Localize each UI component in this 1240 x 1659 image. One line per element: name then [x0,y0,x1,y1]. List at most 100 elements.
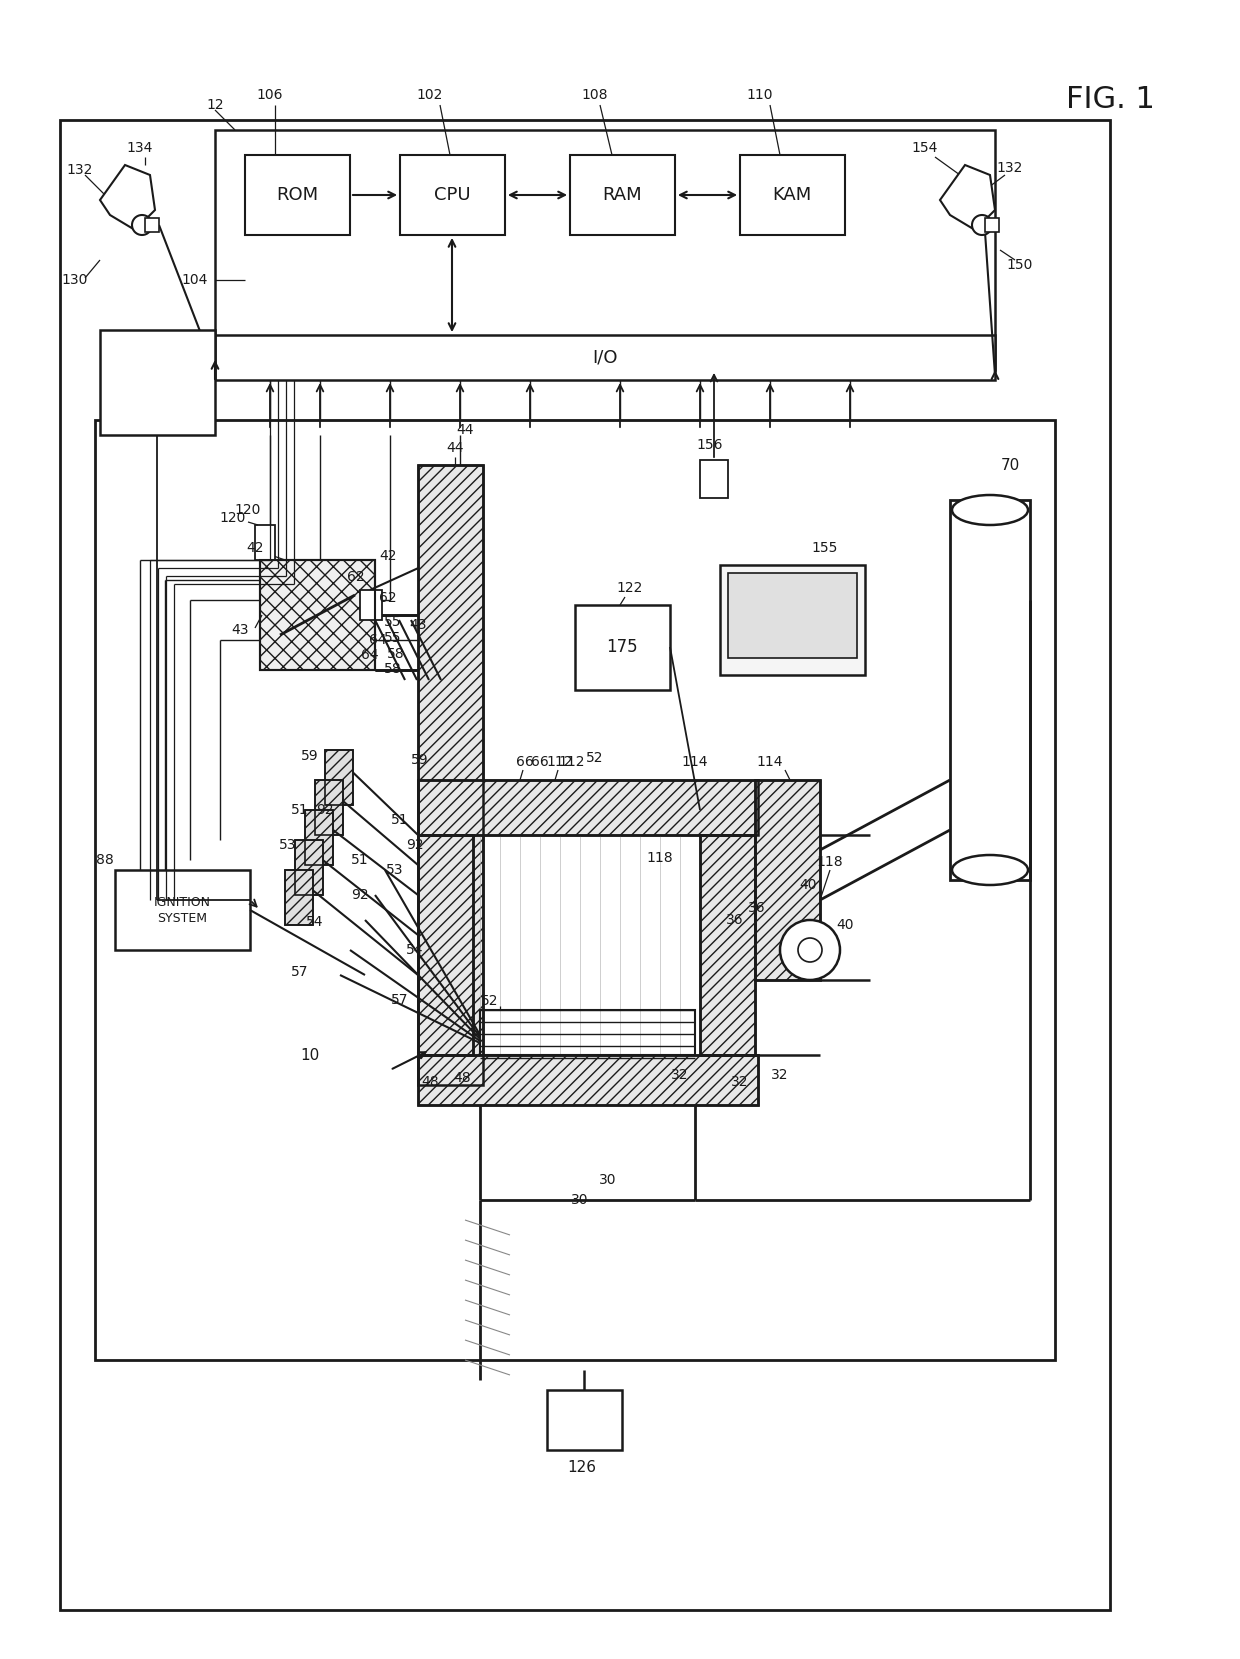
Text: 62: 62 [379,591,397,606]
Bar [985,217,999,232]
Text: 126: 126 [568,1460,596,1475]
Bar [260,561,374,670]
Circle shape [780,921,839,980]
Text: 51: 51 [391,813,409,826]
Bar [418,780,758,834]
Text: 52: 52 [481,994,498,1009]
Text: 36: 36 [748,901,766,916]
Bar [255,524,275,561]
Text: 42: 42 [247,541,264,556]
Text: 32: 32 [732,1075,749,1088]
Text: 42: 42 [379,549,397,562]
Bar [418,465,484,1085]
Text: 134: 134 [126,141,154,154]
Text: 112: 112 [559,755,585,770]
Text: 32: 32 [771,1068,789,1082]
Text: 59: 59 [412,753,429,766]
Text: 114: 114 [756,755,784,770]
Text: 30: 30 [572,1193,589,1208]
Text: 106: 106 [257,88,283,101]
Text: 53: 53 [386,863,404,878]
Polygon shape [940,164,994,231]
Bar [325,750,353,805]
Text: 58: 58 [384,662,402,675]
Bar [295,839,322,894]
Text: 114: 114 [682,755,708,770]
Text: 51: 51 [291,803,309,816]
Text: 44: 44 [446,441,464,455]
Text: 54: 54 [407,942,424,957]
Text: 92: 92 [316,803,334,816]
Bar [740,154,844,236]
Bar [215,335,994,380]
Ellipse shape [952,854,1028,884]
Text: 66: 66 [516,755,534,770]
Text: FIG. 1: FIG. 1 [1065,86,1154,114]
Text: 52: 52 [587,752,604,765]
Text: 102: 102 [417,88,443,101]
Text: 132: 132 [67,163,93,178]
Bar [215,129,994,370]
Text: KAM: KAM [773,186,812,204]
Bar [701,834,755,1055]
Text: 88: 88 [97,853,114,868]
Bar [315,780,343,834]
Text: IGNITION: IGNITION [154,896,211,909]
Polygon shape [100,164,155,231]
Bar [305,810,334,864]
Text: 122: 122 [616,581,644,596]
Text: 43: 43 [409,619,427,632]
Bar [325,750,353,805]
Text: 30: 30 [599,1173,616,1186]
Bar [701,460,728,498]
Bar [246,154,350,236]
Text: 12: 12 [206,98,223,113]
Text: 43: 43 [231,624,249,637]
Bar [360,591,382,620]
Bar [547,1390,622,1450]
Bar [418,834,472,1055]
Bar [285,869,312,926]
Text: 118: 118 [817,854,843,869]
Text: 150: 150 [1007,259,1033,272]
Text: 51: 51 [351,853,368,868]
Text: 58: 58 [387,647,404,660]
Text: 36: 36 [727,912,744,927]
Text: 10: 10 [300,1047,320,1062]
Text: CPU: CPU [434,186,470,204]
Text: 118: 118 [647,851,673,864]
Text: 53: 53 [279,838,296,853]
Text: 62: 62 [347,571,365,584]
Text: 66: 66 [531,755,549,770]
Bar [145,217,159,232]
Text: 40: 40 [800,878,817,893]
Bar [401,154,505,236]
Text: 110: 110 [746,88,774,101]
Text: 108: 108 [582,88,609,101]
Text: 104: 104 [182,274,208,287]
Bar [720,566,866,675]
Text: 32: 32 [671,1068,688,1082]
Bar [95,420,1055,1360]
Bar [418,834,472,1055]
Bar [418,1055,758,1105]
Bar [315,780,343,834]
Text: 130: 130 [62,274,88,287]
Text: 64: 64 [370,634,387,647]
Text: 92: 92 [351,888,368,902]
Text: 120: 120 [219,511,247,524]
Ellipse shape [952,494,1028,524]
Bar [755,780,820,980]
Text: 54: 54 [306,916,324,929]
Text: 40: 40 [836,917,854,932]
Text: 57: 57 [392,994,409,1007]
Text: 112: 112 [547,755,573,770]
Bar [305,810,334,864]
Bar [295,839,322,894]
Text: 92: 92 [407,838,424,853]
Text: 175: 175 [606,639,637,655]
Bar [701,834,755,1055]
Bar [418,465,484,1085]
Bar [575,606,670,690]
Text: 48: 48 [453,1072,471,1085]
